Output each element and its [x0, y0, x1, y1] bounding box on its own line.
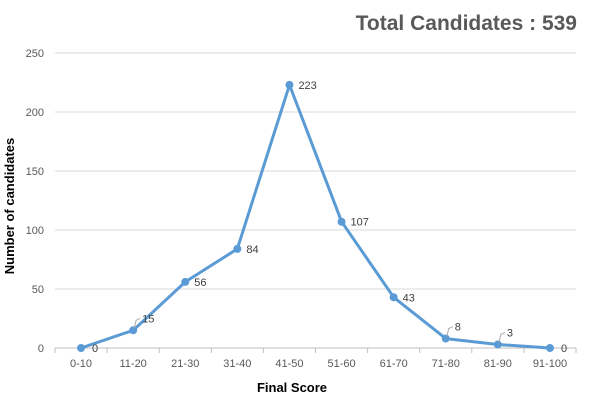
- data-point-41-50: [285, 80, 294, 89]
- chart-title: Total Candidates : 539: [356, 12, 577, 35]
- data-label-11-20: 15: [142, 313, 154, 325]
- data-point-81-90: [493, 340, 502, 349]
- y-axis-title: Number of candidates: [2, 138, 17, 275]
- x-tick-label-51-60: 51-60: [327, 358, 355, 370]
- data-label-61-70: 43: [403, 292, 415, 304]
- data-point-71-80: [441, 334, 450, 343]
- data-label-91-100: 0: [561, 343, 567, 355]
- y-tick-label: 0: [38, 343, 44, 355]
- y-tick-label: 200: [26, 107, 44, 119]
- data-label-81-90: 3: [507, 327, 513, 339]
- data-point-21-30: [181, 277, 190, 286]
- x-tick-label-61-70: 61-70: [380, 358, 408, 370]
- x-axis-title: Final Score: [257, 380, 327, 395]
- data-label-leader: [133, 317, 141, 329]
- data-label-leader: [446, 326, 453, 337]
- x-tick-label-21-30: 21-30: [171, 358, 199, 370]
- data-label-0-10: 0: [92, 343, 98, 355]
- y-tick-label: 100: [26, 225, 44, 237]
- y-tick-label: 50: [32, 284, 44, 296]
- x-tick-label-81-90: 81-90: [484, 358, 512, 370]
- data-point-0-10: [77, 344, 86, 352]
- gridlines: [55, 52, 576, 290]
- data-label-71-80: 8: [455, 322, 461, 334]
- data-point-11-20: [129, 326, 138, 335]
- x-tick-label-41-50: 41-50: [275, 358, 303, 370]
- x-tick-label-31-40: 31-40: [223, 358, 251, 370]
- data-point-61-70: [389, 293, 398, 302]
- data-labels: 0 15 56 84 223 107 43 8 3 0: [92, 80, 567, 355]
- x-tick-label-0-10: 0-10: [70, 358, 92, 370]
- y-tick-labels: 0 50 100 150 200 250: [26, 48, 44, 355]
- data-point-91-100: [545, 344, 554, 352]
- data-point-31-40: [233, 244, 242, 253]
- data-label-41-50: 223: [298, 80, 316, 92]
- data-label-21-30: 56: [194, 277, 206, 289]
- x-tick-labels: 0-10 11-20 21-30 31-40 41-50 51-60 61-70 71-80 8…: [70, 358, 567, 370]
- x-tick-label-71-80: 71-80: [432, 358, 460, 370]
- data-label-leader: [498, 332, 506, 343]
- y-tick-label: 250: [26, 48, 44, 60]
- y-tick-label: 150: [26, 166, 44, 178]
- data-point-51-60: [337, 217, 346, 226]
- axes: [54, 347, 577, 353]
- x-tick-label-91-100: 91-100: [533, 358, 567, 370]
- series-number-of-candidates: [77, 80, 554, 352]
- x-tick-label-11-20: 11-20: [119, 358, 146, 370]
- data-label-51-60: 107: [351, 217, 369, 229]
- series-line: [79, 83, 552, 350]
- data-label-31-40: 84: [246, 244, 258, 256]
